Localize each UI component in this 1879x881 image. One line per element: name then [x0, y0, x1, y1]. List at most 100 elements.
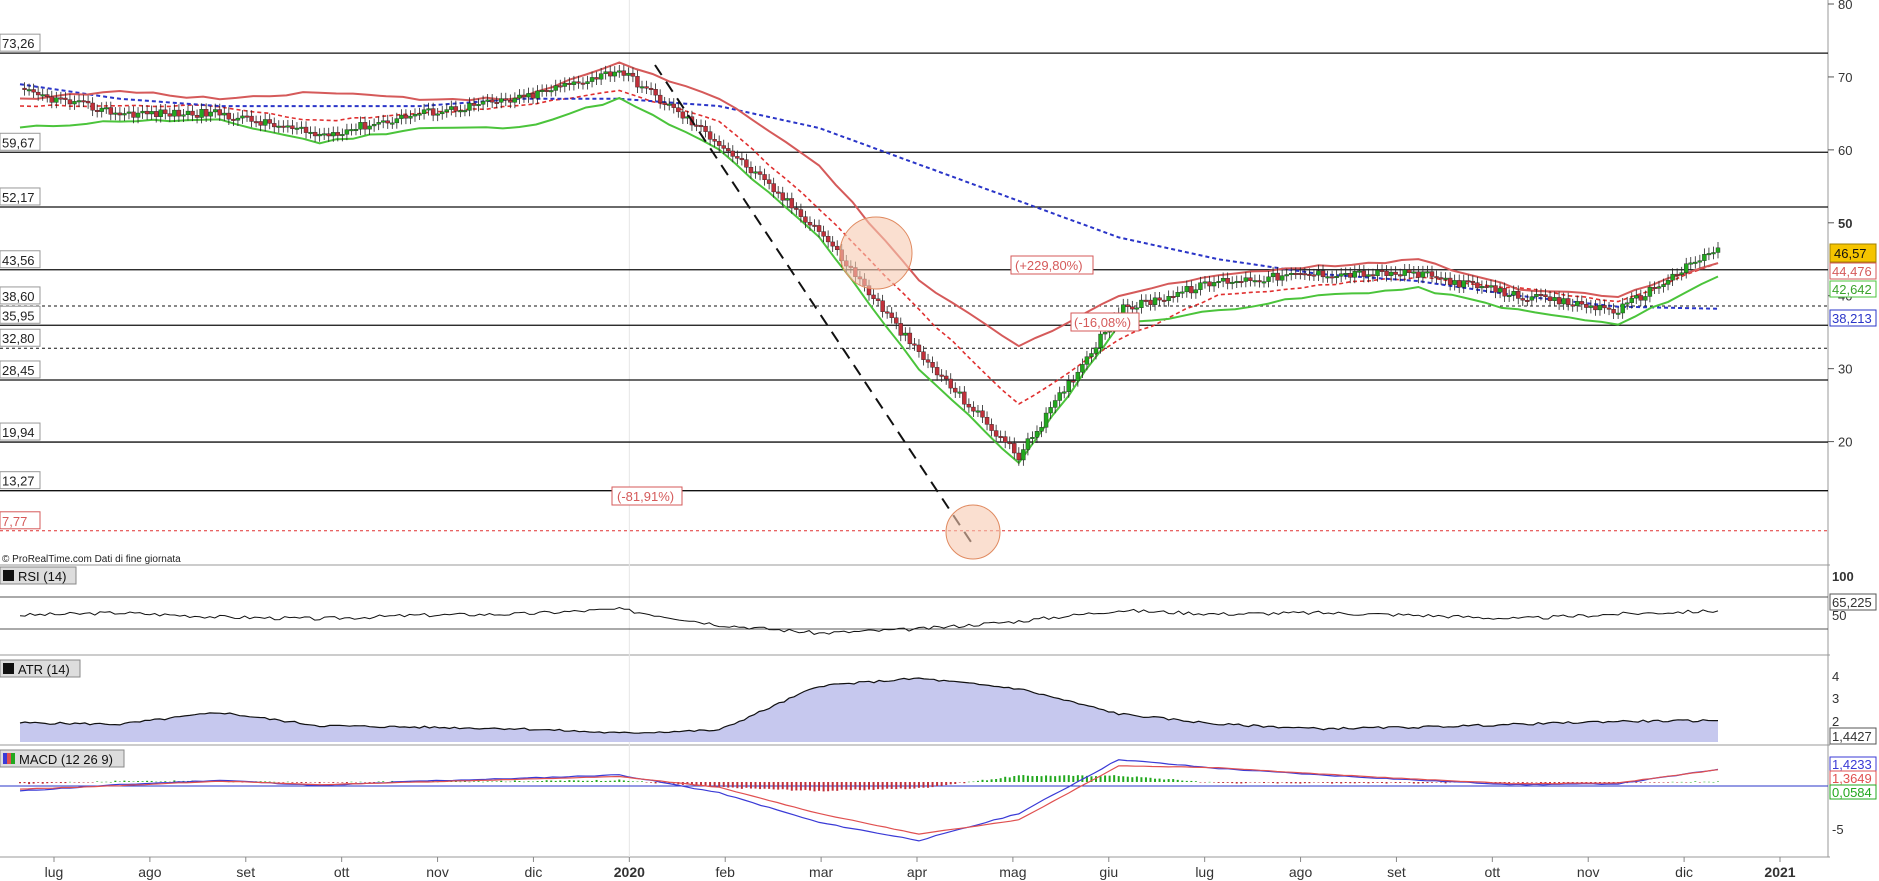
candle-body: [1025, 438, 1031, 450]
macd-hist-bar: [1181, 780, 1184, 782]
candle-body: [1012, 443, 1017, 454]
macd-hist-bar: [1503, 782, 1506, 784]
macd-hist-bar: [768, 782, 771, 789]
level-label-box: [0, 328, 41, 347]
x-tick-label: nov: [1577, 864, 1600, 880]
macd-hist-bar: [1381, 782, 1384, 783]
macd-hist-bar: [1226, 782, 1229, 783]
macd-hist-bar: [1635, 782, 1638, 783]
level-label-box: [0, 511, 41, 530]
candle-body: [1139, 299, 1144, 308]
candle-body: [871, 294, 876, 299]
macd-hist-bar: [28, 782, 31, 785]
candle-body: [1502, 288, 1507, 297]
badge-support: 42,642: [1832, 282, 1872, 297]
macd-hist-bar: [1190, 780, 1193, 782]
candle-body: [67, 99, 73, 105]
x-tick-label: mag: [999, 864, 1026, 880]
macd-hist-bar: [345, 782, 348, 784]
macd-hist-bar: [73, 782, 76, 783]
macd-hist-bar: [305, 782, 308, 783]
candle-body: [1338, 273, 1344, 277]
candle-body: [780, 192, 785, 201]
candle-body: [1466, 280, 1471, 283]
candle-body: [1275, 272, 1280, 281]
macd-hist-bar: [1639, 782, 1642, 783]
horizontal-levels: [0, 52, 1828, 532]
candle-body: [35, 91, 41, 96]
candle-body: [657, 94, 663, 103]
macd-hist-bar: [1353, 782, 1356, 784]
candle-body: [757, 171, 763, 175]
candle-body: [294, 127, 300, 130]
macd-hist-bar: [1240, 782, 1243, 784]
candle-body: [158, 109, 163, 117]
candle-body: [281, 125, 286, 128]
macd-hist-bar: [1135, 776, 1138, 782]
macd-hist-bar: [808, 782, 811, 791]
macd-hist-bar: [586, 780, 589, 782]
candle-body: [653, 89, 658, 96]
macd-hist-bar: [87, 782, 90, 783]
candle-body: [1416, 271, 1421, 278]
candle-body: [1211, 282, 1217, 287]
candle-body: [880, 300, 885, 312]
candle-body: [90, 102, 95, 111]
candle-body: [939, 374, 944, 377]
macd-hist-bar: [949, 782, 952, 785]
macd-hist-bar: [1049, 775, 1052, 782]
candle-body: [612, 71, 617, 77]
candle-body: [140, 110, 145, 114]
macd-panel: MACD (12 26 9) -5 1,4233 1,3649 0,0584: [0, 749, 1877, 842]
macd-hist-bar: [790, 782, 793, 791]
macd-hist-bar: [1144, 777, 1147, 782]
series-sma: [19, 83, 1719, 310]
macd-hist-bar: [1671, 781, 1674, 783]
candle-body: [458, 110, 463, 113]
macd-hist-bar: [318, 782, 321, 784]
candle-body: [412, 113, 418, 117]
macd-hist-bar: [917, 782, 920, 788]
candle-body: [621, 70, 627, 76]
macd-hist-bar: [1194, 781, 1197, 782]
candle-body: [1647, 287, 1653, 297]
candle-body: [190, 110, 195, 116]
atr-last-value: 1,4427: [1832, 729, 1872, 744]
macd-hist-bar: [845, 782, 848, 790]
candle-body: [1443, 277, 1448, 280]
candle-body: [253, 121, 259, 124]
candle-body: [635, 76, 640, 88]
macd-hist-bar: [813, 782, 816, 792]
candle-body: [258, 121, 263, 126]
level-label: 32,80: [2, 331, 35, 346]
candle-body: [1670, 273, 1675, 281]
badge-close: 46,57: [1834, 246, 1867, 261]
candle-body: [1615, 312, 1621, 315]
candle-body: [299, 126, 304, 129]
macd-hist-bar: [640, 781, 643, 782]
candle-body: [222, 112, 227, 116]
candle-body: [1348, 273, 1353, 278]
atr-panel: ATR (14) 4 3 2 1,4427: [0, 659, 1877, 745]
candle-body: [449, 106, 454, 110]
candle-body: [149, 111, 154, 115]
candle-body: [1293, 273, 1298, 275]
candle-body: [331, 132, 336, 137]
candle-body: [1629, 297, 1634, 303]
macd-hist-bar: [332, 782, 335, 783]
candle-body: [1039, 427, 1044, 432]
macd-hist-bar: [300, 782, 303, 784]
candle-body: [181, 114, 186, 117]
candle-body: [1706, 253, 1712, 256]
level-label: 13,27: [2, 474, 35, 489]
macd-hist-bar: [150, 780, 153, 782]
candle-body: [1298, 273, 1303, 275]
macd-hist-bar: [146, 780, 149, 782]
candle-body: [1043, 412, 1049, 428]
macd-hist-bar: [1703, 781, 1706, 783]
candle-body: [1711, 252, 1716, 255]
macd-hist-bar: [1122, 776, 1125, 782]
macd-hist-bar: [1340, 782, 1343, 784]
candle-body: [444, 109, 449, 113]
